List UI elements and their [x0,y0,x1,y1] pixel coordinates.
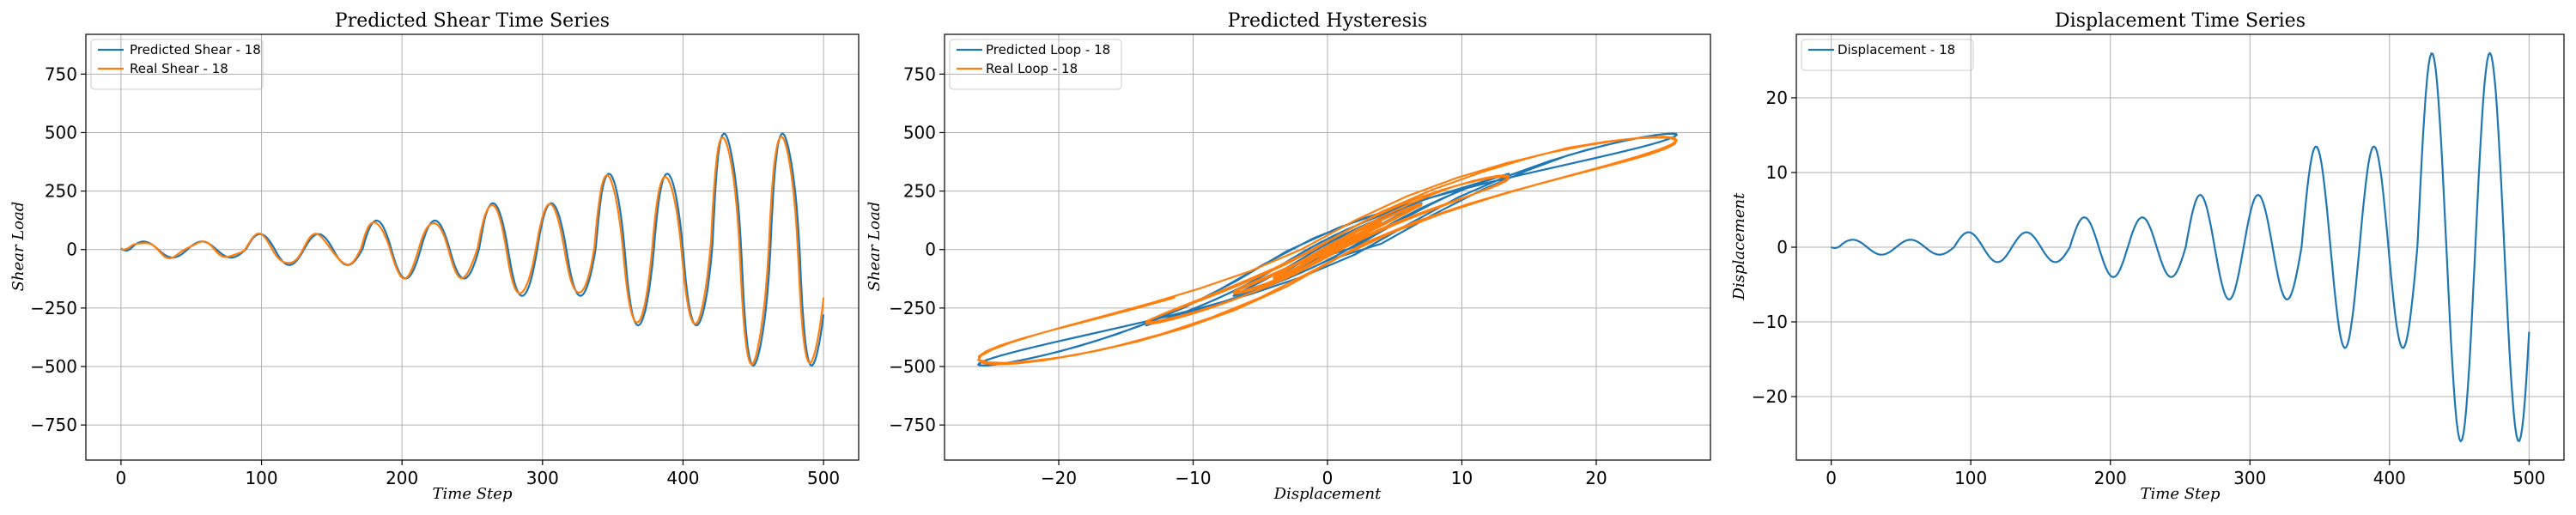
x-axis-label: Time Step [433,485,513,503]
x-tick-label: 0 [1826,468,1837,488]
y-tick-label: 500 [903,122,936,142]
displacement-time-series-panel: Displacement Time Series Time Step Displ… [1730,10,2565,503]
x-tick-label: 0 [1322,468,1334,488]
x-axis-label: Time Step [2141,485,2221,503]
y-tick-label: 500 [45,122,77,142]
y-tick-label: −20 [1752,386,1788,407]
y-axis-label: Displacement [1730,192,1748,300]
x-tick-label: 300 [526,468,559,488]
y-tick-label: −500 [889,356,936,377]
legend-label: Predicted Shear - 18 [130,42,261,58]
y-tick-label: 250 [903,181,936,202]
x-tick-label: 100 [1954,468,1987,488]
y-axis-label: Shear Load [866,202,884,292]
y-tick-label: −750 [30,415,77,435]
x-tick-label: 400 [666,468,699,488]
x-axis-label: Displacement [1273,485,1382,503]
x-tick-label: 200 [2094,468,2127,488]
legend-box [1801,39,1974,71]
y-tick-label: 0 [1777,237,1788,258]
y-tick-label: 0 [66,239,77,260]
y-tick-label: 0 [925,239,936,260]
series-line [977,136,1678,366]
y-axis-label: Shear Load [9,202,27,292]
legend-label: Real Loop - 18 [986,61,1078,76]
series-line [120,136,825,366]
x-tick-label: 0 [116,468,127,488]
x-tick-label: −20 [1041,468,1077,488]
x-tick-label: 300 [2233,468,2266,488]
x-tick-label: 100 [245,468,277,488]
x-tick-label: 500 [807,468,840,488]
axes-frame [85,33,860,461]
series-line [1831,52,2530,443]
y-tick-label: 250 [45,181,77,202]
y-tick-label: −750 [889,415,936,435]
panel-title: Displacement Time Series [2055,10,2306,32]
y-tick-label: −10 [1752,312,1788,332]
x-tick-label: 200 [386,468,418,488]
y-tick-label: −250 [30,298,77,318]
hysteresis-panel: Predicted Hysteresis Displacement Shear … [866,10,1711,503]
x-tick-label: 20 [1585,468,1607,488]
legend-box [90,39,264,90]
y-tick-label: 750 [903,64,936,84]
y-tick-label: −500 [30,356,77,377]
series-line [120,132,825,367]
y-tick-label: 10 [1766,162,1788,183]
y-tick-label: 20 [1766,88,1788,108]
panel-title: Predicted Hysteresis [1228,10,1428,32]
legend-label: Predicted Loop - 18 [986,42,1110,58]
y-tick-label: −250 [889,298,936,318]
legend-label: Displacement - 18 [1838,42,1955,58]
legend-label: Real Shear - 18 [130,61,228,76]
panel-title: Predicted Shear Time Series [335,10,610,32]
x-tick-label: 500 [2512,468,2545,488]
x-tick-label: −10 [1175,468,1211,488]
shear-time-series-panel: Predicted Shear Time Series Time Step Sh… [9,10,860,503]
x-tick-label: 400 [2373,468,2406,488]
x-tick-label: 10 [1451,468,1473,488]
y-tick-label: 750 [45,64,77,84]
legend-box [949,39,1122,90]
